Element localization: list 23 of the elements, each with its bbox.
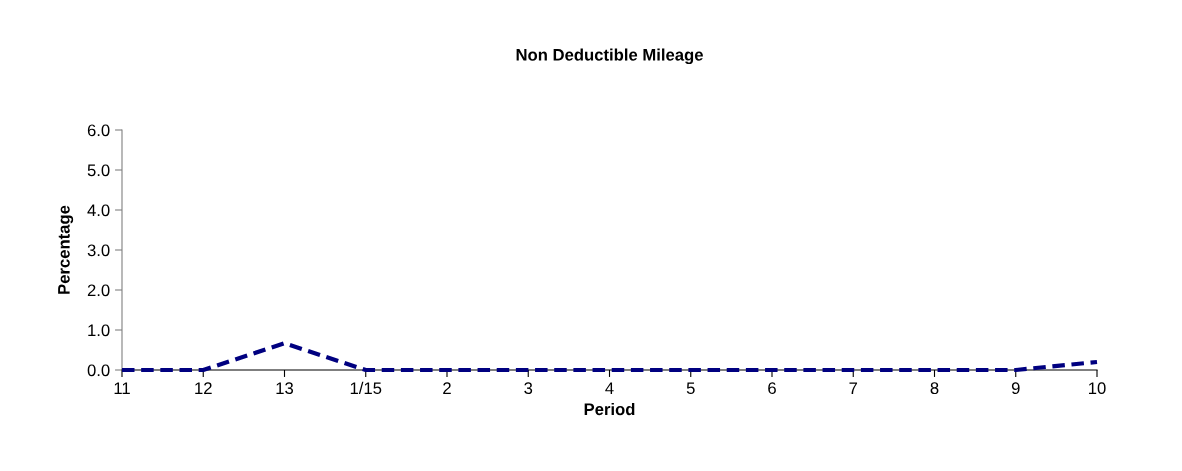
chart-title: Non Deductible Mileage: [516, 48, 703, 65]
x-tick-label: 10: [1089, 382, 1106, 395]
x-tick-label: 8: [930, 382, 939, 395]
y-tick-label: 1.0: [88, 324, 110, 337]
x-tick-label: 4: [605, 382, 614, 394]
x-tick-label: 7: [849, 382, 858, 394]
y-tick-label: 3.0: [87, 244, 110, 257]
y-tick-label: 0.0: [87, 364, 110, 377]
x-tick-label: 5: [686, 382, 695, 395]
y-tick-label: 4.0: [87, 204, 110, 217]
y-axis-title: Percentage: [58, 205, 74, 294]
x-tick-label: 9: [1011, 382, 1020, 395]
x-tick-label: 12: [195, 382, 212, 394]
y-tick-label: 5.0: [87, 164, 110, 177]
y-tick-label: 6.0: [87, 124, 110, 137]
x-tick-label: 1/15: [350, 381, 382, 395]
x-tick-label: 6: [768, 382, 776, 395]
y-tick-label: 2.0: [87, 284, 110, 297]
x-axis-title: Period: [584, 402, 635, 416]
x-tick-label: 13: [276, 382, 294, 395]
x-tick-label: 2: [443, 382, 451, 394]
x-tick-label: 11: [114, 382, 130, 394]
x-tick-label: 3: [524, 382, 533, 395]
